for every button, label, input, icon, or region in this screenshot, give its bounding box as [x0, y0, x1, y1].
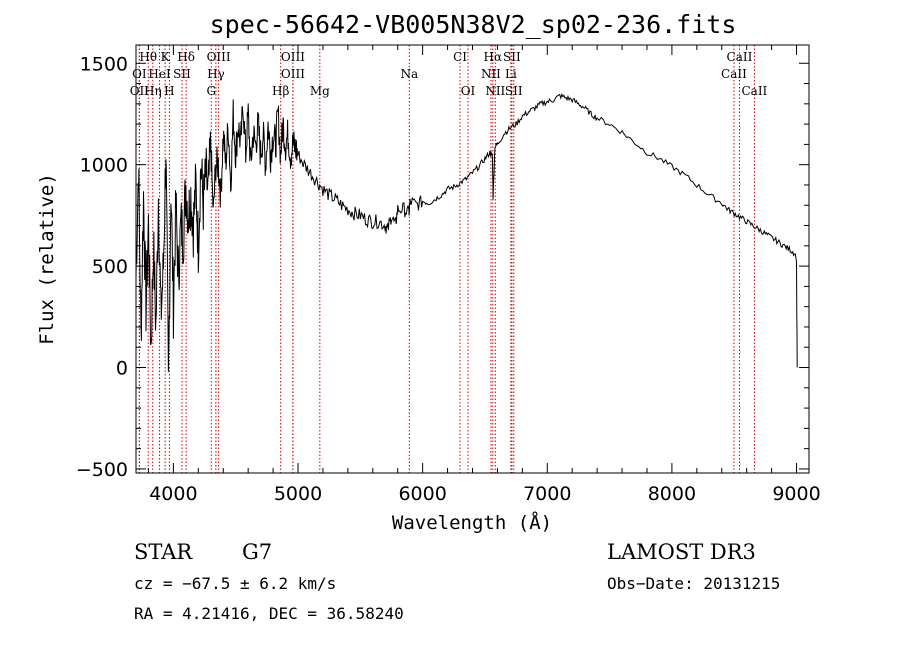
- redshift-readout: cz = −67.5 ± 6.2 km/s: [134, 574, 337, 593]
- y-tick-label: 1000: [80, 155, 128, 177]
- line-label: OIII: [207, 50, 231, 64]
- chart-title: spec-56642-VB005N38V2_sp02-236.fits: [210, 10, 737, 39]
- line-label: CaII: [741, 84, 767, 98]
- line-label: Na: [400, 67, 418, 81]
- x-axis-ticks: 4000 5000 6000 7000 8000 9000: [147, 45, 821, 505]
- line-label: Mg: [310, 84, 330, 98]
- line-label: NII: [485, 84, 505, 98]
- line-label: HeI: [148, 67, 171, 81]
- line-label: Li: [505, 67, 517, 81]
- line-label: CaII: [721, 67, 747, 81]
- line-label: OIII: [281, 50, 305, 64]
- x-tick-label: 7000: [523, 483, 571, 505]
- line-label: Hγ: [207, 67, 225, 81]
- line-label: Hη: [144, 84, 162, 98]
- line-label: CI: [453, 50, 467, 64]
- line-label: Hβ: [272, 84, 289, 98]
- y-tick-label: 0: [116, 358, 128, 380]
- line-label: Hα: [484, 50, 503, 64]
- x-tick-label: 5000: [274, 483, 322, 505]
- survey-name: LAMOST DR3: [607, 540, 756, 564]
- x-axis-label: Wavelength (Å): [392, 511, 552, 534]
- x-tick-label: 8000: [648, 483, 696, 505]
- plot-frame: [135, 44, 810, 474]
- line-label: K: [161, 50, 171, 64]
- spectral-line-markers: [138, 45, 755, 473]
- y-tick-label: 500: [92, 256, 128, 278]
- line-label: OII: [130, 84, 150, 98]
- line-label: NII: [481, 67, 501, 81]
- line-label: Hθ: [139, 50, 157, 64]
- object-subclass: G7: [242, 540, 273, 564]
- line-label: SII: [503, 50, 521, 64]
- y-axis-ticks: −500 0 500 1000 1500: [76, 53, 809, 481]
- spectrum-line: [135, 92, 798, 372]
- y-tick-label: −500: [76, 459, 128, 481]
- line-label: H: [164, 84, 174, 98]
- line-label: G: [206, 84, 216, 98]
- coordinates: RA = 4.21416, DEC = 36.58240: [134, 604, 404, 623]
- line-label: CaII: [727, 50, 753, 64]
- y-axis-label: Flux (relative): [36, 173, 58, 345]
- y-tick-label: 1500: [80, 53, 128, 75]
- obs-date: Obs−Date: 20131215: [607, 574, 781, 593]
- line-label: OI: [461, 84, 476, 98]
- line-label: SII: [173, 67, 191, 81]
- line-label: OIII: [281, 67, 305, 81]
- object-class: STAR: [134, 540, 193, 564]
- line-label: OI: [132, 67, 147, 81]
- line-label: Hδ: [177, 50, 195, 64]
- line-label: SII: [505, 84, 523, 98]
- x-tick-label: 6000: [398, 483, 446, 505]
- x-tick-label: 9000: [772, 483, 820, 505]
- x-tick-label: 4000: [149, 483, 197, 505]
- spectrum-trace: [135, 92, 798, 372]
